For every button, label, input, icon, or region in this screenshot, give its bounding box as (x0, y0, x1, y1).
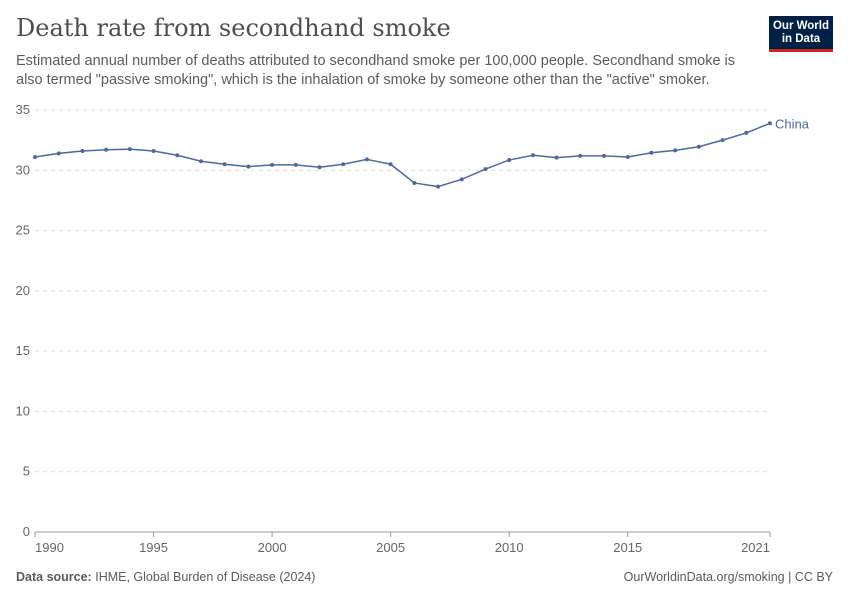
data-point (483, 167, 488, 172)
data-point (222, 162, 227, 167)
chart-subtitle: Estimated annual number of deaths attrib… (16, 53, 736, 88)
data-point (175, 153, 180, 158)
owid-logo[interactable]: Our World in Data (769, 16, 833, 52)
series-line-china (34, 122, 771, 188)
x-tick-label: 1995 (139, 540, 168, 555)
series-label: China (775, 116, 810, 131)
data-point (696, 144, 701, 149)
data-point (412, 180, 417, 185)
data-point (364, 157, 369, 162)
chart-title: Death rate from secondhand smoke (16, 14, 451, 42)
data-source-label: Data source: (16, 570, 92, 584)
y-tick-label: 0 (23, 524, 30, 539)
x-tick-label: 2010 (495, 540, 524, 555)
data-point (104, 147, 109, 152)
y-tick-label: 35 (16, 102, 30, 117)
data-point (625, 155, 630, 160)
credit-link[interactable]: OurWorldinData.org/smoking | CC BY (623, 570, 833, 584)
data-point (388, 162, 393, 167)
x-tick-label: 2005 (376, 540, 405, 555)
data-point (56, 151, 61, 156)
data-point (720, 138, 725, 143)
data-point (602, 153, 607, 158)
data-point (649, 150, 654, 155)
data-point (33, 155, 37, 160)
data-point (578, 153, 583, 158)
data-point (768, 121, 772, 126)
data-source-text[interactable]: IHME, Global Burden of Disease (2024) (95, 570, 316, 584)
y-tick-label: 25 (16, 223, 30, 238)
y-tick-label: 15 (16, 343, 30, 358)
data-point (127, 147, 132, 152)
y-tick-label: 30 (16, 162, 30, 177)
x-tick-label: 2021 (741, 540, 770, 555)
x-tick-label: 2015 (613, 540, 642, 555)
data-point (459, 177, 464, 182)
y-tick-label: 5 (23, 464, 30, 479)
data-point (341, 162, 346, 167)
data-point (270, 162, 275, 167)
data-point (436, 184, 441, 189)
data-point (554, 155, 559, 160)
data-point (246, 164, 251, 169)
data-point (198, 159, 203, 164)
data-point (673, 148, 678, 153)
data-point (530, 153, 535, 158)
y-tick-label: 10 (16, 403, 30, 418)
data-point (151, 148, 156, 153)
data-point (80, 148, 85, 153)
data-point (507, 158, 512, 163)
y-tick-label: 20 (16, 283, 30, 298)
x-tick-label: 2000 (258, 540, 287, 555)
data-point (293, 162, 298, 167)
data-point (317, 165, 322, 170)
data-source: Data source: IHME, Global Burden of Dise… (16, 570, 315, 584)
data-point (744, 130, 749, 135)
x-tick-label: 1990 (35, 540, 64, 555)
